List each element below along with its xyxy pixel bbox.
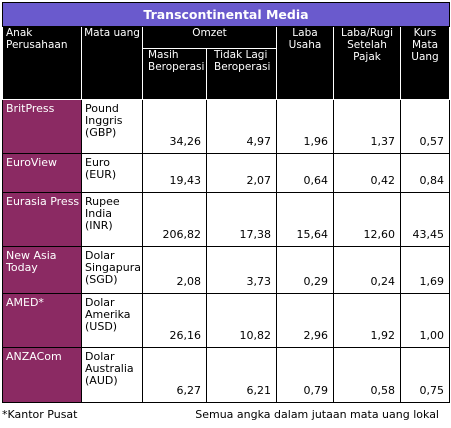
table-row: Eurasia Press Rupee India (INR) 206,82 17,3… [2,192,451,247]
company-cell: New Asia Today [2,246,82,294]
exchange-rate-cell: 0,57 [399,99,451,154]
exchange-rate-cell: 1,00 [399,293,451,348]
company-cell: EuroView [2,153,82,193]
operating-profit-cell: 15,64 [276,192,334,247]
revenue-operating-cell: 6,27 [142,347,207,403]
table-title: Transcontinental Media [1,2,451,27]
financial-table-container: Transcontinental Media Anak Perusahaan M… [1,2,451,403]
table-row: BritPress Pound Inggris (GBP) 34,26 4,97 1,9… [2,99,451,154]
exchange-rate-cell: 43,45 [399,192,451,247]
table-row: ANZACom Dolar Australia (AUD) 6,27 6,21 0,79… [2,347,451,403]
revenue-operating-cell: 26,16 [142,293,207,348]
revenue-operating-cell: 206,82 [142,192,207,247]
company-cell: ANZACom [2,347,82,403]
currency-cell: Dolar Singapura (SGD) [81,246,143,294]
header-revenue: Omzet [142,26,277,49]
company-cell: Eurasia Press [2,192,82,247]
exchange-rate-cell: 0,84 [399,153,451,193]
exchange-rate-cell: 1,69 [399,246,451,294]
header-operating-profit: Laba Usaha [276,26,334,100]
header-company: Anak Perusahaan [2,26,82,100]
revenue-operating-cell: 2,08 [142,246,207,294]
revenue-discontinued-cell: 17,38 [206,192,277,247]
revenue-operating-cell: 34,26 [142,99,207,154]
company-cell: BritPress [2,99,82,154]
revenue-discontinued-cell: 4,97 [206,99,277,154]
table-row: AMED* Dolar Amerika (USD) 26,16 10,82 2,96 1,… [2,293,451,348]
operating-profit-cell: 1,96 [276,99,334,154]
currency-cell: Rupee India (INR) [81,192,143,247]
header-currency: Mata uang [81,26,143,100]
revenue-discontinued-cell: 2,07 [206,153,277,193]
revenue-operating-cell: 19,43 [142,153,207,193]
net-profit-cell: 1,92 [333,293,401,348]
header-revenue-operating: Masih Beroperasi [142,48,207,100]
net-profit-cell: 1,37 [333,99,401,154]
operating-profit-cell: 0,64 [276,153,334,193]
net-profit-cell: 0,58 [333,347,401,403]
revenue-discontinued-cell: 6,21 [206,347,277,403]
table-row: EuroView Euro (EUR) 19,43 2,07 0,64 0,42 0,84 [2,153,451,193]
currency-cell: Dolar Amerika (USD) [81,293,143,348]
footnote-headquarters: *Kantor Pusat [2,408,78,421]
financial-table: Transcontinental Media Anak Perusahaan M… [1,2,451,403]
company-cell: AMED* [2,293,82,348]
exchange-rate-cell: 0,75 [399,347,451,403]
operating-profit-cell: 0,79 [276,347,334,403]
revenue-discontinued-cell: 3,73 [206,246,277,294]
currency-cell: Euro (EUR) [81,153,143,193]
net-profit-cell: 0,24 [333,246,401,294]
net-profit-cell: 12,60 [333,192,401,247]
header-exchange-rate: Kurs Mata Uang [399,26,451,100]
net-profit-cell: 0,42 [333,153,401,193]
currency-cell: Dolar Australia (AUD) [81,347,143,403]
currency-cell: Pound Inggris (GBP) [81,99,143,154]
footnote-units: Semua angka dalam jutaan mata uang lokal [195,408,439,421]
operating-profit-cell: 2,96 [276,293,334,348]
header-net-profit: Laba/Rugi Setelah Pajak [333,26,401,100]
header-revenue-discontinued: Tidak Lagi Beroperasi [206,48,277,100]
table-row: New Asia Today Dolar Singapura (SGD) 2,08 3… [2,246,451,294]
revenue-discontinued-cell: 10,82 [206,293,277,348]
table-body: BritPress Pound Inggris (GBP) 34,26 4,97 1,9… [2,99,451,403]
operating-profit-cell: 0,29 [276,246,334,294]
